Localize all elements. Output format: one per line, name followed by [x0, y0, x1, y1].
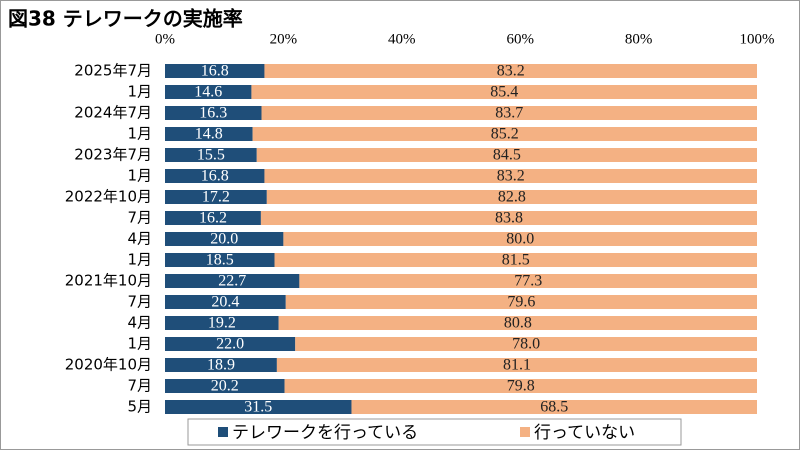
- y-tick-label: 2023年7月: [74, 146, 152, 164]
- data-label: 83.2: [497, 168, 525, 185]
- data-label: 84.5: [493, 147, 521, 164]
- bar-segment: [256, 148, 757, 162]
- bar-segment: [165, 358, 277, 372]
- data-label: 81.5: [502, 252, 530, 269]
- data-label: 78.0: [512, 336, 540, 353]
- data-label: 82.8: [498, 189, 526, 206]
- data-label: 22.0: [216, 336, 244, 353]
- data-label: 77.3: [514, 273, 542, 290]
- y-tick-label: 7月: [127, 209, 152, 227]
- data-label: 80.8: [504, 315, 532, 332]
- bar-segment: [351, 400, 757, 414]
- bar-segment: [165, 379, 285, 393]
- bar-segment: [165, 337, 296, 351]
- y-tick-label: 2022年10月: [65, 188, 152, 206]
- bar-segment: [251, 85, 757, 99]
- bar-segment: [278, 316, 757, 330]
- data-label: 14.8: [195, 126, 223, 143]
- bar-segment: [285, 295, 757, 309]
- bar-segment: [261, 106, 757, 120]
- bar-segment: [264, 169, 757, 183]
- data-label: 14.6: [194, 84, 222, 101]
- data-label: 16.2: [199, 210, 227, 227]
- y-tick-label: 1月: [127, 335, 152, 353]
- data-label: 31.5: [244, 399, 272, 416]
- bar-segment: [295, 337, 757, 351]
- data-label: 79.8: [507, 378, 535, 395]
- bar-segment: [165, 169, 265, 183]
- data-label: 16.3: [199, 105, 227, 122]
- x-tick-label: 20%: [270, 31, 298, 47]
- data-label: 80.0: [506, 231, 534, 248]
- data-label: 20.2: [211, 378, 239, 395]
- y-tick-label: 1月: [127, 167, 152, 185]
- y-tick-label: 7月: [127, 293, 152, 311]
- bar-segment: [274, 253, 757, 267]
- bar-segment: [165, 274, 300, 288]
- data-label: 68.5: [540, 399, 568, 416]
- data-label: 16.8: [201, 168, 229, 185]
- data-label: 20.0: [210, 231, 238, 248]
- y-tick-label: 1月: [127, 125, 152, 143]
- data-label: 81.1: [503, 357, 531, 374]
- bar-segment: [165, 295, 286, 309]
- legend-swatch: [218, 427, 228, 437]
- data-label: 22.7: [218, 273, 246, 290]
- chart-title: 図38 テレワークの実施率: [8, 7, 243, 31]
- bar-segment: [165, 190, 267, 204]
- bar-segment: [165, 253, 275, 267]
- bar-segment: [284, 379, 757, 393]
- bar-segment: [283, 232, 757, 246]
- bar-segment: [165, 127, 253, 141]
- bar-segment: [299, 274, 757, 288]
- bar-segment: [165, 148, 257, 162]
- bar-segment: [165, 106, 262, 120]
- data-label: 20.4: [211, 294, 239, 311]
- data-label: 16.8: [201, 63, 229, 80]
- bar-segment: [266, 190, 757, 204]
- y-tick-label: 4月: [127, 230, 152, 248]
- bar-segment: [165, 64, 265, 78]
- y-tick-label: 7月: [127, 377, 152, 395]
- x-tick-label: 100%: [740, 31, 775, 47]
- y-tick-label: 2021年10月: [65, 272, 152, 290]
- legend-label: 行っていない: [534, 423, 635, 443]
- bar-segment: [252, 127, 757, 141]
- y-tick-label: 1月: [127, 83, 152, 101]
- data-label: 85.2: [491, 126, 519, 143]
- data-label: 19.2: [208, 315, 236, 332]
- x-tick-label: 60%: [506, 31, 534, 47]
- y-tick-label: 4月: [127, 314, 152, 332]
- bar-segment: [165, 211, 261, 225]
- data-label: 15.5: [197, 147, 225, 164]
- x-tick-label: 80%: [625, 31, 653, 47]
- data-label: 18.5: [206, 252, 234, 269]
- data-label: 18.9: [207, 357, 235, 374]
- bar-segment: [165, 316, 279, 330]
- y-tick-label: 2025年7月: [74, 62, 152, 80]
- data-label: 85.4: [490, 84, 518, 101]
- x-tick-label: 40%: [388, 31, 416, 47]
- x-tick-label: 0%: [155, 31, 175, 47]
- legend-label: テレワークを行っている: [232, 423, 418, 443]
- bar-segment: [260, 211, 757, 225]
- data-label: 83.8: [495, 210, 523, 227]
- bar-segment: [165, 232, 284, 246]
- y-tick-label: 2020年10月: [65, 356, 152, 374]
- bar-segment: [276, 358, 757, 372]
- data-label: 83.2: [497, 63, 525, 80]
- data-label: 17.2: [202, 189, 230, 206]
- y-tick-label: 1月: [127, 251, 152, 269]
- bar-segment: [264, 64, 757, 78]
- data-label: 79.6: [507, 294, 535, 311]
- legend-swatch: [520, 427, 530, 437]
- y-tick-label: 5月: [127, 398, 152, 416]
- y-tick-label: 2024年7月: [74, 104, 152, 122]
- data-label: 83.7: [495, 105, 523, 122]
- bar-segment: [165, 400, 352, 414]
- legend-box: [187, 418, 682, 446]
- bar-segment: [165, 85, 252, 99]
